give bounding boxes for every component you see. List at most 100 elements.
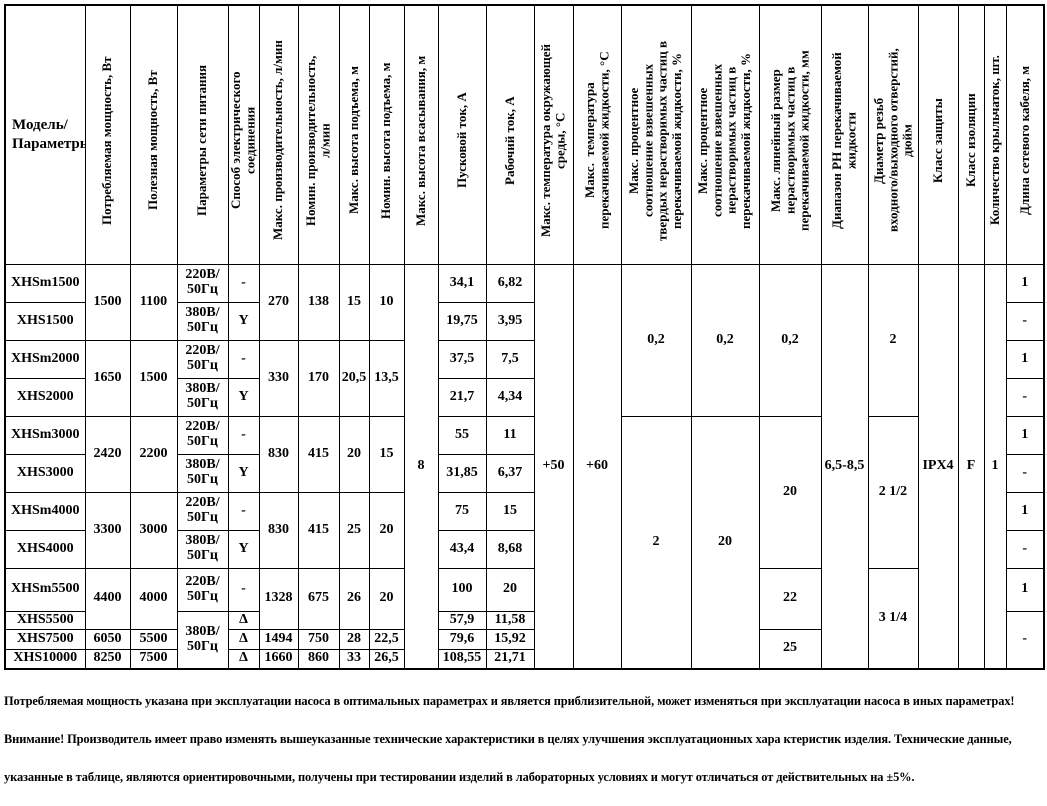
- value-cell: 380В/ 50Гц: [176, 529, 229, 569]
- value-cell: 675: [297, 567, 340, 630]
- model-cell: XHSm5500: [4, 567, 86, 612]
- table-row: XHS7500 6050 5500 Δ 1494 750 28 22,5 79,…: [4, 628, 1044, 670]
- value-cell: 100: [437, 567, 487, 612]
- value-cell: 4,34: [485, 377, 535, 417]
- model-cell: XHS3000: [4, 453, 86, 493]
- spec-table: Модель/ Параметры Потребляемая мощность,…: [4, 4, 1045, 670]
- value-cell: 55: [437, 415, 487, 455]
- value-cell: 138: [297, 263, 340, 341]
- model-cell: XHS2000: [4, 377, 86, 417]
- table-row: XHSm5500 4400 4000 220В/ 50Гц - 1328 675…: [4, 567, 1045, 670]
- value-cell: 170: [297, 339, 340, 417]
- value-cell: F: [957, 263, 985, 670]
- value-cell: 22,5: [368, 628, 405, 650]
- value-cell: 25: [338, 491, 370, 569]
- value-cell: 2: [620, 415, 692, 670]
- column-header: Номин. высота подъема, м: [368, 4, 405, 265]
- value-cell: Y: [227, 301, 260, 341]
- value-cell: -: [1005, 301, 1045, 341]
- value-cell: 220В/ 50Гц: [176, 567, 229, 612]
- column-header: Количество крыльчаток, шт.: [983, 4, 1007, 265]
- note-line: Внимание! Производитель имеет право изме…: [4, 732, 1012, 746]
- column-header: Макс. производительность, л/мин: [258, 4, 299, 265]
- value-cell: 8: [403, 263, 439, 670]
- value-cell: 7500: [129, 648, 178, 670]
- column-header: Параметры сети питания: [176, 4, 229, 265]
- model-cell: XHSm2000: [4, 339, 86, 379]
- table-row: XHS5500 380В/ 50Гц Δ 57,9 11,58 -: [4, 610, 1045, 670]
- value-cell: 26: [338, 567, 370, 630]
- value-cell: 415: [297, 415, 340, 493]
- value-cell: 20: [368, 491, 405, 569]
- value-cell: 8,68: [485, 529, 535, 569]
- column-header: Пусковой ток, А: [437, 4, 487, 265]
- value-cell: Y: [227, 453, 260, 493]
- value-cell: 26,5: [368, 648, 405, 670]
- value-cell: 20: [690, 415, 760, 670]
- model-cell: XHSm1500: [4, 263, 86, 303]
- value-cell: 3,95: [485, 301, 535, 341]
- value-cell: 380В/ 50Гц: [176, 453, 229, 493]
- corner-header: Модель/ Параметры: [4, 4, 86, 265]
- column-header: Макс. процентное соотношение взвешенных …: [620, 4, 692, 265]
- value-cell: 2420: [84, 415, 131, 493]
- model-cell: XHS1500: [4, 301, 86, 341]
- value-cell: -: [227, 339, 260, 379]
- value-cell: 0,2: [620, 263, 692, 417]
- value-cell: 1494: [258, 628, 299, 650]
- value-cell: Δ: [227, 648, 260, 670]
- value-cell: 860: [297, 648, 340, 670]
- value-cell: 1: [1005, 415, 1045, 455]
- value-cell: 57,9: [437, 610, 487, 630]
- column-header: Диаметр резьб входного/выходного отверст…: [867, 4, 919, 265]
- value-cell: 13,5: [368, 339, 405, 417]
- value-cell: 3000: [129, 491, 178, 569]
- value-cell: 5500: [129, 628, 178, 650]
- column-header: Длина сетевого кабеля, м: [1005, 4, 1045, 265]
- value-cell: 1: [1005, 491, 1045, 531]
- value-cell: 380В/ 50Гц: [176, 610, 229, 670]
- value-cell: -: [1005, 453, 1045, 493]
- value-cell: 37,5: [437, 339, 487, 379]
- table-row: XHS3000 380В/ 50Гц Y 31,85 6,37 -: [4, 453, 1045, 493]
- value-cell: 6,82: [485, 263, 535, 303]
- value-cell: 4400: [84, 567, 131, 630]
- value-cell: -: [1005, 529, 1045, 569]
- value-cell: 6,37: [485, 453, 535, 493]
- value-cell: 28: [338, 628, 370, 650]
- value-cell: 830: [258, 491, 299, 569]
- value-cell: 1100: [129, 263, 178, 341]
- table-row: XHSm3000 2420 2200 220В/ 50Гц - 830 415 …: [4, 415, 1045, 670]
- column-header: Макс. процентное соотношение взвешенных …: [690, 4, 760, 265]
- value-cell: 2200: [129, 415, 178, 493]
- column-header: Полезная мощность, Вт: [129, 4, 178, 265]
- value-cell: -: [227, 491, 260, 531]
- value-cell: 79,6: [437, 628, 487, 650]
- column-header: Способ электрического соединения: [227, 4, 260, 265]
- value-cell: 20,5: [338, 339, 370, 417]
- value-cell: +60: [572, 263, 622, 670]
- column-header: Макс. высота всасывания, м: [403, 4, 439, 265]
- value-cell: 11: [485, 415, 535, 455]
- table-row: XHS10000 8250 7500 Δ 1660 860 33 26,5 10…: [4, 648, 1044, 670]
- value-cell: 15: [338, 263, 370, 341]
- column-header: Класс изоляции: [957, 4, 985, 265]
- value-cell: 20: [338, 415, 370, 493]
- value-cell: 270: [258, 263, 299, 341]
- value-cell: -: [1005, 610, 1045, 670]
- value-cell: 15,92: [485, 628, 535, 650]
- column-header: Макс. линейный размер нерастворимых част…: [758, 4, 822, 265]
- table-row: XHSm1500 1500 1100 220В/ 50Гц - 270 138 …: [4, 263, 1045, 670]
- value-cell: 1660: [258, 648, 299, 670]
- value-cell: -: [227, 415, 260, 455]
- value-cell: 20: [758, 415, 822, 569]
- value-cell: 22: [758, 567, 822, 630]
- value-cell: 20: [368, 567, 405, 630]
- value-cell: 11,58: [485, 610, 535, 630]
- value-cell: 7,5: [485, 339, 535, 379]
- note-line: указанные в таблице, являются ориентиров…: [4, 770, 915, 784]
- value-cell: 3 1/4: [867, 567, 919, 670]
- value-cell: IPX4: [917, 263, 959, 670]
- model-cell: XHSm3000: [4, 415, 86, 455]
- model-cell: XHS7500: [4, 628, 86, 650]
